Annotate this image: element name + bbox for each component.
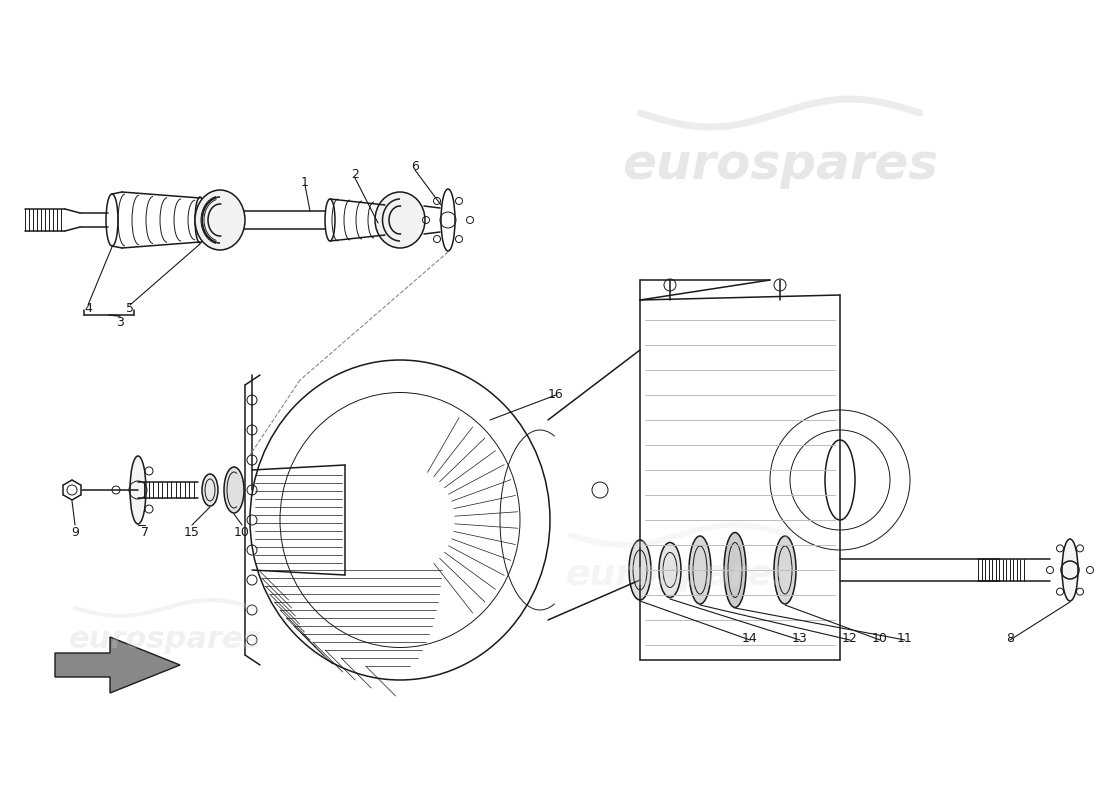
Ellipse shape bbox=[202, 474, 218, 506]
Ellipse shape bbox=[130, 456, 146, 524]
Text: 2: 2 bbox=[351, 169, 359, 182]
Text: 8: 8 bbox=[1006, 631, 1014, 645]
Text: 15: 15 bbox=[184, 526, 200, 539]
Text: 14: 14 bbox=[742, 631, 758, 645]
Text: 7: 7 bbox=[141, 526, 149, 539]
Text: 11: 11 bbox=[898, 631, 913, 645]
Text: 10: 10 bbox=[234, 526, 250, 539]
Text: 10: 10 bbox=[872, 631, 888, 645]
Text: 4: 4 bbox=[84, 302, 92, 314]
Text: 3: 3 bbox=[117, 317, 124, 330]
Text: eurospares: eurospares bbox=[565, 558, 794, 592]
Text: 5: 5 bbox=[126, 302, 134, 314]
Text: eurospares: eurospares bbox=[68, 626, 262, 654]
Polygon shape bbox=[55, 637, 180, 693]
Ellipse shape bbox=[724, 533, 746, 607]
Ellipse shape bbox=[224, 467, 244, 513]
Text: 16: 16 bbox=[548, 389, 564, 402]
Text: eurospares: eurospares bbox=[621, 141, 938, 189]
Ellipse shape bbox=[195, 190, 245, 250]
Text: 12: 12 bbox=[843, 631, 858, 645]
Ellipse shape bbox=[375, 192, 425, 248]
Ellipse shape bbox=[1062, 539, 1078, 601]
Text: 1: 1 bbox=[301, 175, 309, 189]
Text: 13: 13 bbox=[792, 631, 807, 645]
Text: 9: 9 bbox=[72, 526, 79, 539]
Ellipse shape bbox=[659, 542, 681, 598]
Ellipse shape bbox=[629, 540, 651, 600]
Ellipse shape bbox=[689, 536, 711, 604]
Ellipse shape bbox=[774, 536, 796, 604]
Text: 6: 6 bbox=[411, 161, 419, 174]
